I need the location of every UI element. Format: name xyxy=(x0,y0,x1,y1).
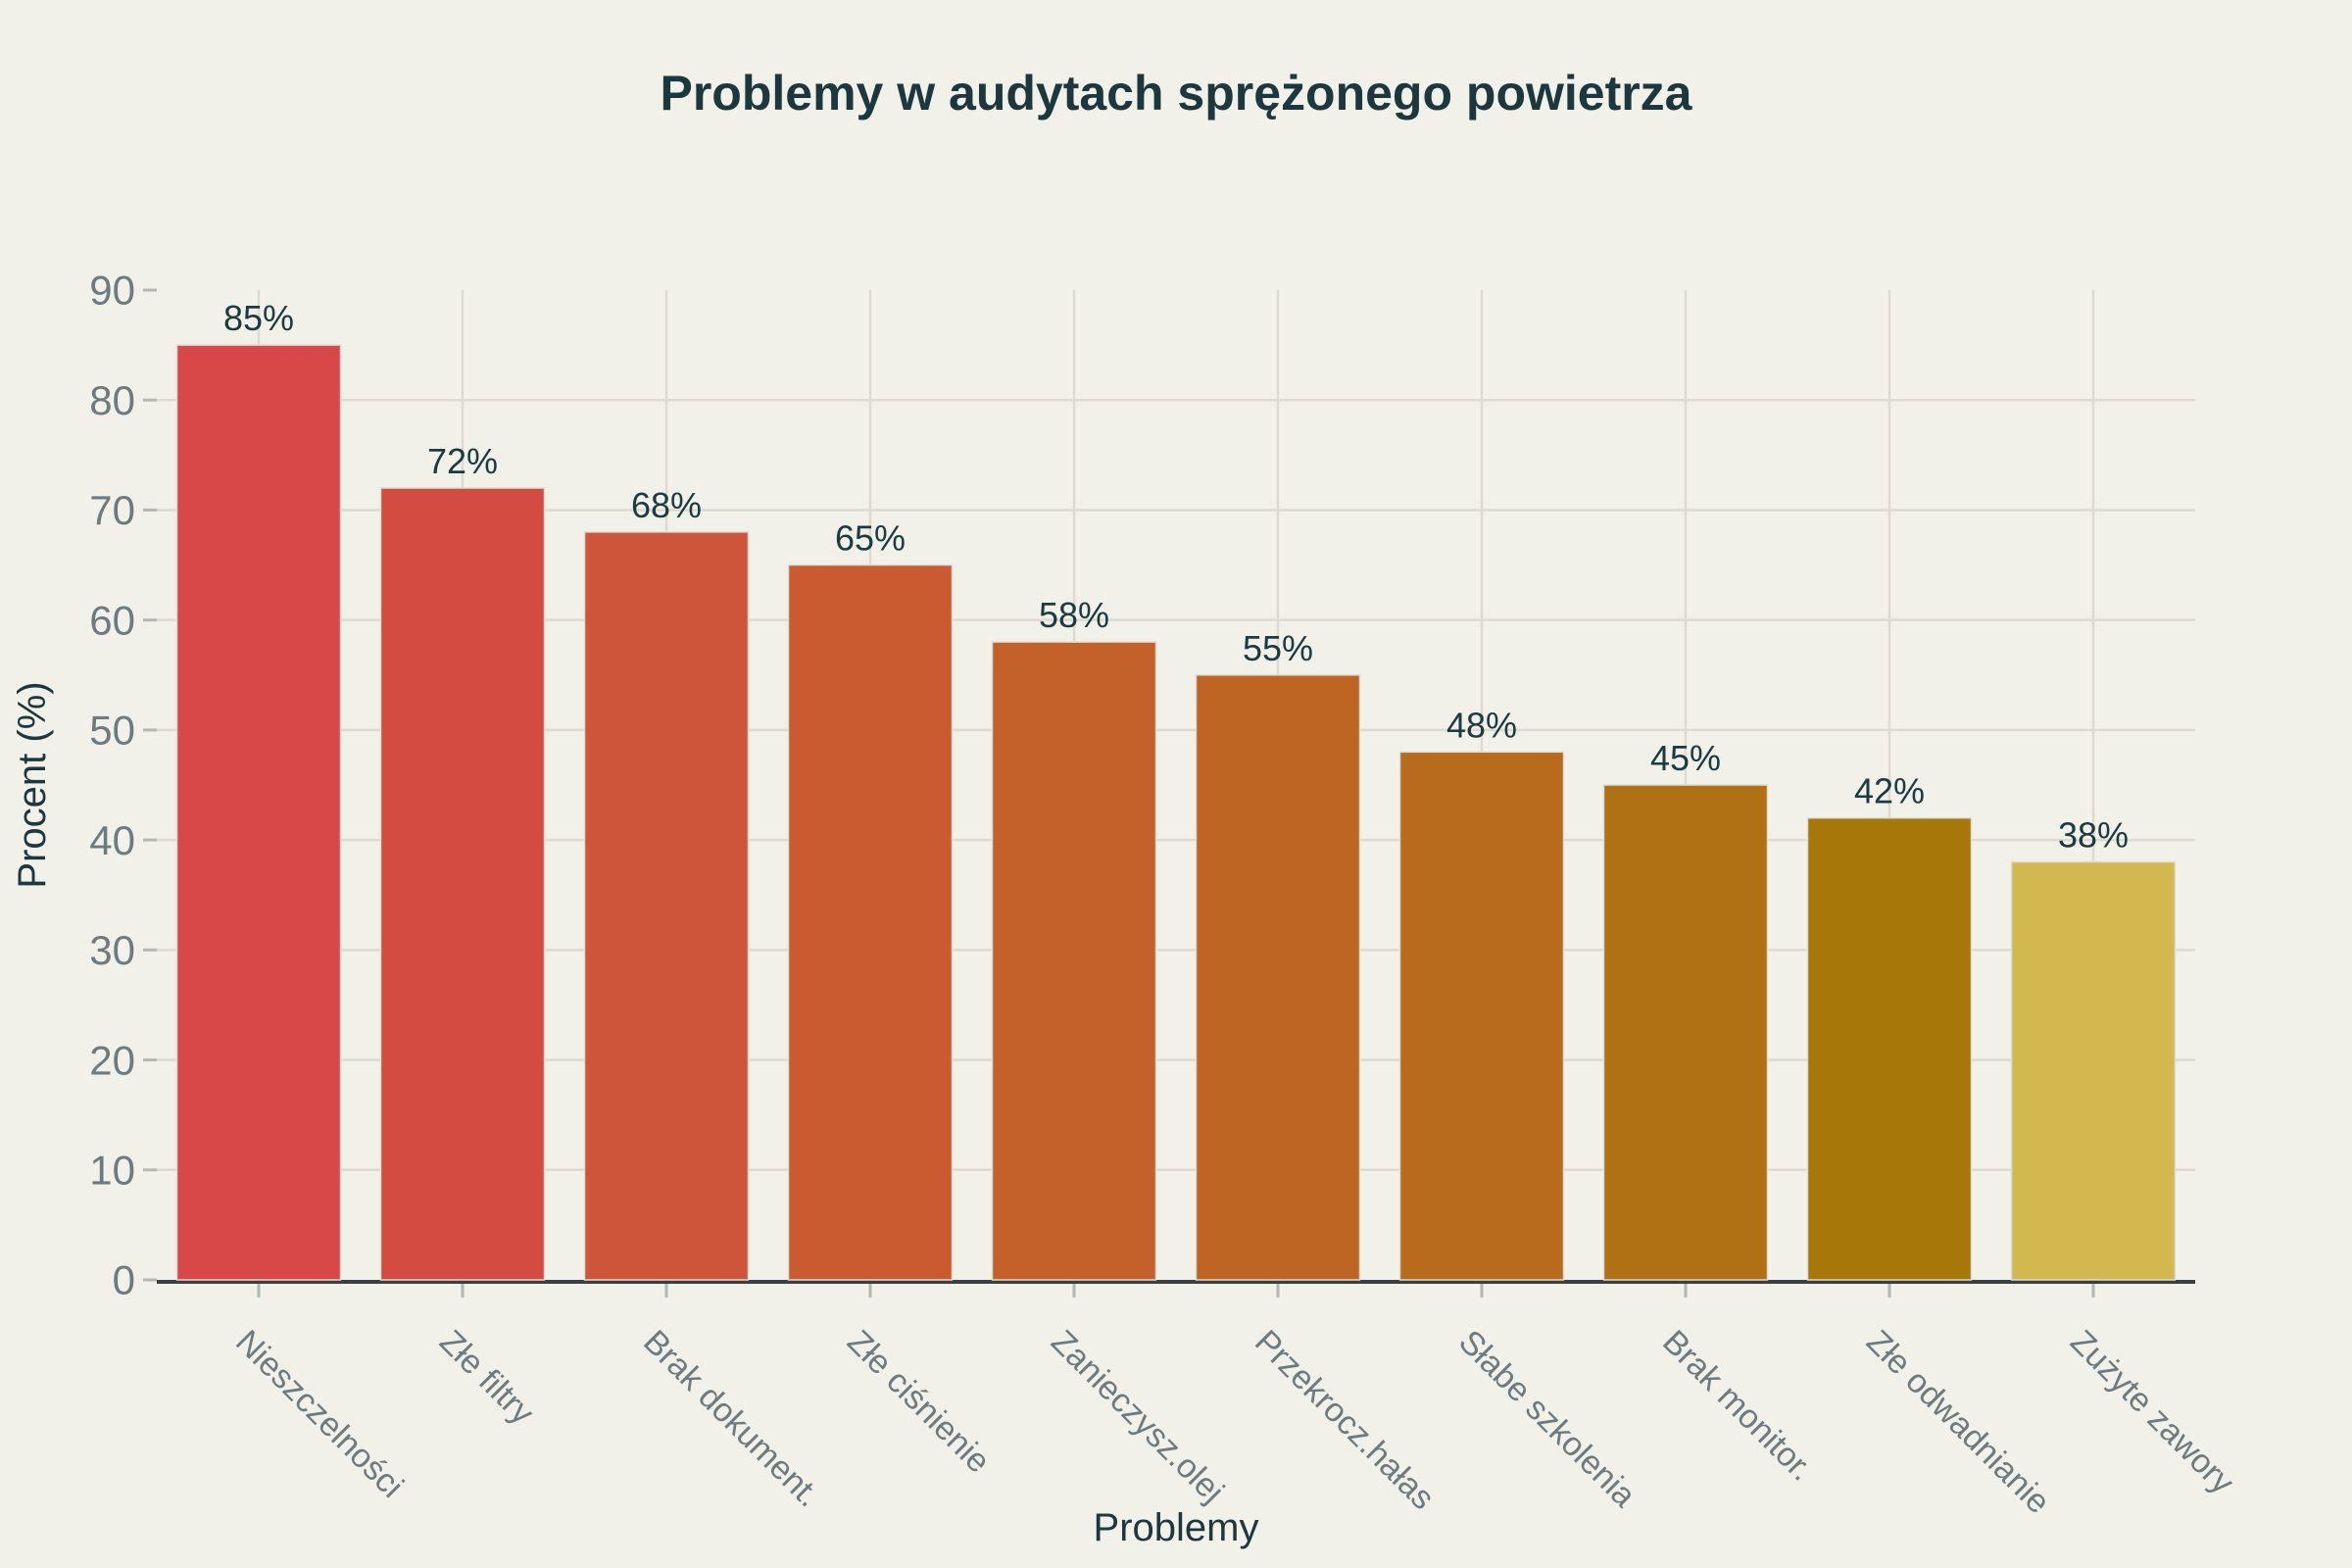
bar xyxy=(1806,816,1973,1281)
y-tick-label: 80 xyxy=(89,377,135,423)
y-tick-label: 30 xyxy=(89,927,135,973)
y-tick-label: 10 xyxy=(89,1147,135,1193)
x-tick-label: Zanieczysz.olej xyxy=(1044,1323,1231,1510)
y-tick-label: 50 xyxy=(89,708,135,754)
x-tick-label: Brak dokument. xyxy=(636,1323,827,1514)
bar-value-label: 45% xyxy=(1650,738,1721,778)
bar xyxy=(1398,751,1565,1281)
x-tick-label: Złe odwadnianie xyxy=(1859,1323,2057,1521)
bar xyxy=(1602,784,1769,1281)
bar xyxy=(175,344,342,1281)
y-tick-label: 90 xyxy=(89,268,135,314)
y-tick-label: 70 xyxy=(89,487,135,533)
y-tick-label: 60 xyxy=(89,597,135,643)
y-tick-label: 40 xyxy=(89,817,135,863)
y-tick-label: 0 xyxy=(113,1257,135,1303)
x-tick-label: Złe filtry xyxy=(432,1323,541,1432)
bar-value-label: 38% xyxy=(2058,815,2129,856)
chart-title: Problemy w audytach sprężonego powietrza xyxy=(660,66,1692,121)
bar-layer xyxy=(175,344,2177,1281)
bar-value-label: 72% xyxy=(427,441,498,481)
bar-value-label: 55% xyxy=(1243,628,1313,668)
axis-layer xyxy=(143,288,2195,1298)
x-axis-title: Problemy xyxy=(1094,1506,1259,1549)
y-tick-label: 20 xyxy=(89,1037,135,1083)
bar-value-label: 68% xyxy=(631,485,702,525)
bar-value-label: 65% xyxy=(835,518,906,559)
bar xyxy=(2010,860,2177,1281)
x-tick-label: Zużyte zawory xyxy=(2063,1323,2241,1501)
bar xyxy=(1195,674,1361,1281)
bar xyxy=(787,564,954,1281)
x-tick-label: Brak monitor. xyxy=(1655,1323,1821,1489)
x-tick-label: Złe ciśnienie xyxy=(840,1323,998,1481)
bar-value-label: 58% xyxy=(1039,595,1109,635)
bar-value-label: 85% xyxy=(223,298,294,338)
y-axis-title: Procent (%) xyxy=(11,681,54,888)
x-tick-label: Nieszczelności xyxy=(228,1323,411,1505)
x-tick-label: Słabe szkolenia xyxy=(1451,1323,1642,1514)
x-tick-label: Przekrocz.hałas xyxy=(1248,1323,1442,1517)
bar-value-label: 42% xyxy=(1854,771,1925,811)
bar xyxy=(379,487,546,1281)
bar-value-label: 48% xyxy=(1446,705,1517,745)
bar xyxy=(583,531,750,1281)
bar xyxy=(991,641,1157,1281)
